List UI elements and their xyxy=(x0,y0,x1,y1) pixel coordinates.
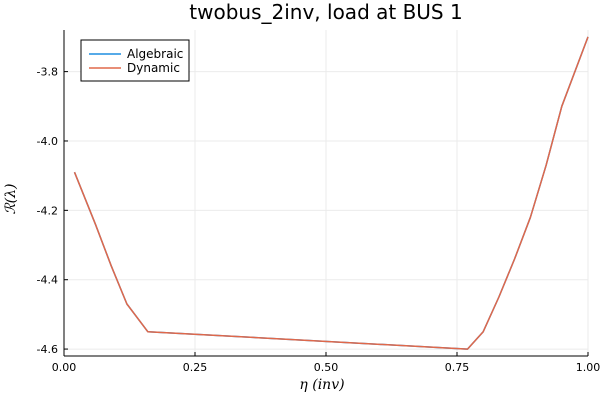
y-tick-label: -4.0 xyxy=(37,135,58,148)
y-tick-label: -3.8 xyxy=(37,66,58,79)
legend: Algebraic Dynamic xyxy=(80,39,190,82)
x-tick-label: 1.00 xyxy=(576,361,600,374)
grid-lines xyxy=(63,30,589,356)
x-axis-label: η (inv) xyxy=(299,377,344,393)
axes: 0.00 0.25 0.50 0.75 1.00 -4.6 -4.4 -4.2 -4.0 -3.8 xyxy=(37,30,600,374)
x-tick-label: 0.75 xyxy=(445,361,470,374)
series-lines xyxy=(73,36,589,350)
y-tick-label: -4.4 xyxy=(37,274,58,287)
x-tick-label: 0.00 xyxy=(52,361,77,374)
y-tick-label: -4.6 xyxy=(37,343,58,356)
chart-title: twobus_2inv, load at BUS 1 xyxy=(189,0,462,24)
series-line-dynamic xyxy=(73,36,589,350)
x-tick-label: 0.25 xyxy=(183,361,208,374)
x-tick-label: 0.50 xyxy=(314,361,339,374)
y-tick-label: -4.2 xyxy=(37,204,58,217)
legend-label-algebraic: Algebraic xyxy=(127,47,183,61)
legend-label-dynamic: Dynamic xyxy=(127,61,180,75)
legend-box xyxy=(80,39,190,82)
y-axis-label: ℛ(λ) xyxy=(3,184,19,215)
